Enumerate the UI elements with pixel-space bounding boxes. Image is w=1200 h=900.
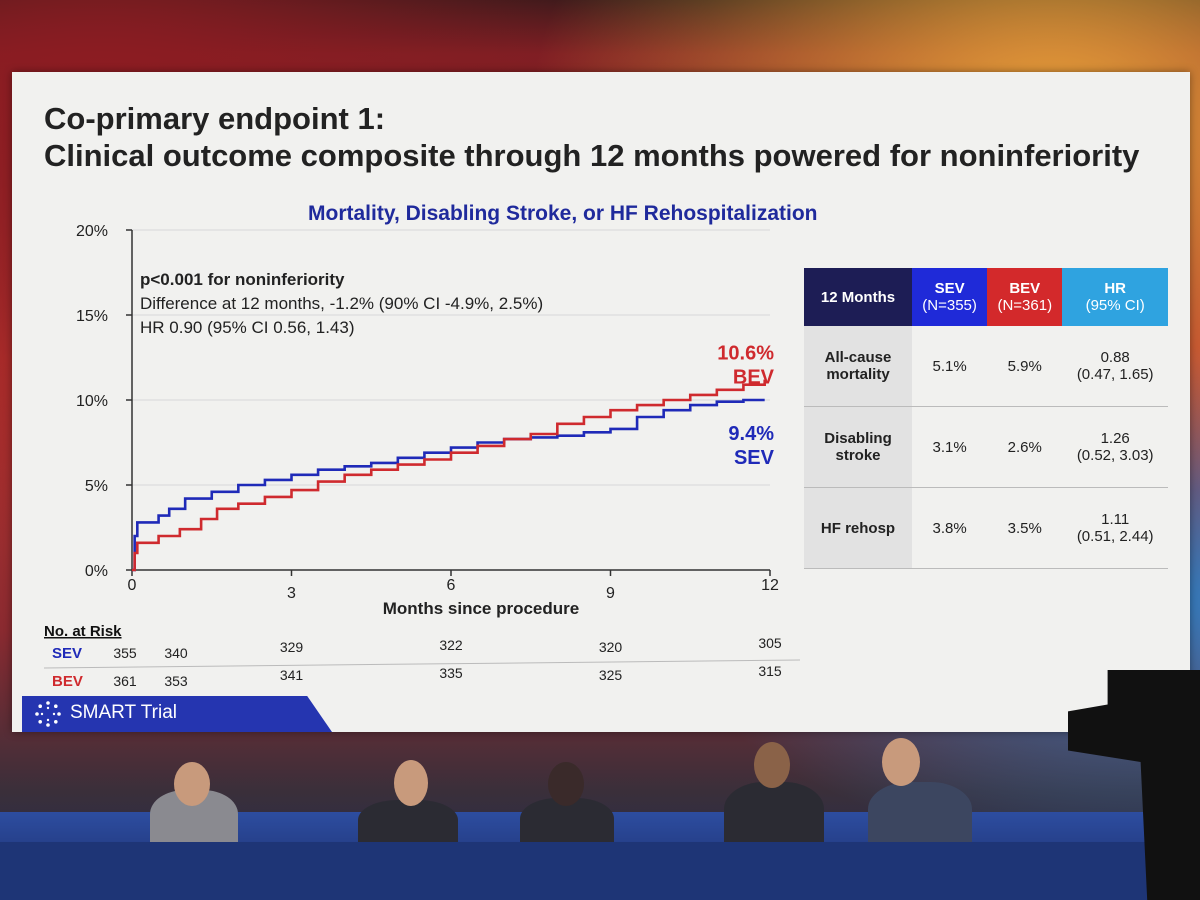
at-risk-value: 320	[599, 639, 623, 655]
at-risk-value: 340	[164, 645, 188, 661]
panelist-head	[754, 742, 790, 788]
row-label: HF rehosp	[804, 487, 912, 569]
logo-banner	[22, 696, 332, 732]
at-risk-value: 341	[280, 667, 304, 683]
outcome-table: 12 Months SEV (N=355) BEV (N=361) HR (95…	[804, 268, 1168, 569]
presentation-slide: Co-primary endpoint 1: Clinical outcome …	[12, 72, 1190, 732]
row-hr-value: 1.11 (0.51, 2.44)	[1062, 487, 1168, 569]
row-sev-value: 3.1%	[912, 406, 988, 488]
at-risk-value: 329	[280, 639, 304, 655]
sev-end-value-label: 9.4%	[728, 423, 774, 445]
slide-title-line1: Co-primary endpoint 1:	[44, 101, 386, 136]
slide-title: Co-primary endpoint 1: Clinical outcome …	[44, 100, 1139, 174]
panelist-head	[394, 760, 428, 806]
row-hr-ci: (0.52, 3.03)	[1076, 447, 1154, 464]
at-risk-value: 322	[439, 637, 463, 653]
km-chart: 0% 5% 10% 15% 20% 0 3 6 9 12 Months since procedur…	[43, 223, 801, 690]
x-tick-label: 3	[287, 585, 296, 602]
row-bev-value: 2.6%	[987, 406, 1063, 488]
x-axis-label: Months since procedure	[383, 599, 579, 618]
y-tick-label: 0%	[85, 563, 108, 580]
panel-desk	[0, 842, 1200, 900]
header-period: 12 Months	[804, 268, 912, 326]
table-header-row: 12 Months SEV (N=355) BEV (N=361) HR (95…	[804, 268, 1168, 326]
bev-end-value-label: 10.6%	[717, 343, 774, 365]
panelist	[358, 800, 458, 850]
row-label: Disabling stroke	[804, 406, 912, 488]
at-risk-row-label: SEV	[52, 645, 82, 662]
y-tick-label: 5%	[85, 478, 108, 495]
row-hr-estimate: 1.11	[1101, 511, 1130, 528]
y-tick-label: 20%	[76, 223, 108, 240]
y-tick-label: 15%	[76, 308, 108, 325]
x-tick-label: 12	[761, 577, 779, 594]
row-hr-value: 0.88 (0.47, 1.65)	[1062, 326, 1168, 407]
at-risk-value: 315	[758, 663, 782, 679]
header-sev-n: (N=355)	[922, 297, 977, 314]
sev-end-name-label: SEV	[734, 447, 775, 469]
bev-end-name-label: BEV	[733, 367, 775, 389]
x-tick-label: 9	[606, 585, 615, 602]
at-risk-value: 325	[599, 667, 623, 683]
smart-trial-logo-icon	[35, 701, 61, 727]
panelist-head	[882, 738, 920, 786]
row-sev-value: 5.1%	[912, 326, 988, 407]
row-label: All-cause mortality	[804, 326, 912, 407]
row-hr-estimate: 0.88	[1100, 349, 1130, 366]
header-sev: SEV (N=355)	[912, 268, 988, 326]
row-label-line1: Disabling	[824, 430, 892, 447]
header-bev-n: (N=361)	[997, 297, 1053, 314]
at-risk-value: 361	[113, 673, 137, 689]
chart-subtitle: Mortality, Disabling Stroke, or HF Rehos…	[308, 202, 818, 225]
header-sev-name: SEV	[934, 280, 965, 297]
row-hr-ci: (0.51, 2.44)	[1076, 528, 1154, 545]
at-risk-value: 355	[113, 645, 137, 661]
header-hr-name: HR	[1104, 280, 1126, 297]
row-label-line1: HF rehosp	[820, 519, 896, 537]
smart-trial-logo: SMART Trial	[22, 696, 342, 732]
slide-title-line2: Clinical outcome composite through 12 mo…	[44, 138, 1140, 173]
row-label-line1: All-cause	[824, 349, 892, 366]
x-tick-label: 6	[447, 577, 456, 594]
at-risk-title: No. at Risk	[44, 623, 122, 640]
row-bev-value: 3.5%	[987, 487, 1063, 569]
x-tick-label: 0	[128, 577, 137, 594]
row-label-line2: mortality	[826, 366, 890, 383]
at-risk-value: 305	[758, 635, 782, 651]
header-hr: HR (95% CI)	[1062, 268, 1168, 326]
panelist	[724, 782, 824, 850]
km-line-sev	[132, 398, 765, 572]
row-bev-value: 5.9%	[987, 326, 1063, 407]
chart-annotation: p<0.001 for noninferiority Difference at…	[140, 268, 543, 340]
table-row: All-cause mortality 5.1% 5.9% 0.88 (0.47, …	[804, 326, 1168, 407]
panelist-head	[548, 762, 584, 806]
row-hr-estimate: 1.26	[1100, 430, 1130, 447]
row-label-line2: stroke	[835, 447, 881, 464]
panelist-head	[174, 762, 210, 806]
difference-text: Difference at 12 months, -1.2% (90% CI -…	[140, 294, 544, 313]
header-bev: BEV (N=361)	[987, 268, 1063, 326]
at-risk-row-label: BEV	[52, 673, 83, 690]
header-bev-name: BEV	[1009, 280, 1041, 297]
y-tick-label: 10%	[76, 393, 108, 410]
hazard-ratio-text: HR 0.90 (95% CI 0.56, 1.43)	[140, 318, 355, 337]
row-sev-value: 3.8%	[912, 487, 988, 569]
logo-text: SMART Trial	[70, 702, 177, 723]
table-row: HF rehosp 3.8% 3.5% 1.11 (0.51, 2.44)	[804, 487, 1168, 569]
table-row: Disabling stroke 3.1% 2.6% 1.26 (0.52, 3.0…	[804, 406, 1168, 488]
panelist	[520, 798, 614, 850]
row-hr-ci: (0.47, 1.65)	[1076, 366, 1154, 383]
at-risk-value: 335	[439, 665, 463, 681]
km-line-bev	[132, 379, 766, 572]
header-hr-ci: (95% CI)	[1085, 297, 1145, 314]
p-value-text: p<0.001 for noninferiority	[140, 270, 345, 289]
row-hr-value: 1.26 (0.52, 3.03)	[1062, 406, 1168, 488]
at-risk-divider	[43, 659, 801, 669]
panelist	[868, 782, 972, 850]
at-risk-value: 353	[164, 673, 188, 689]
